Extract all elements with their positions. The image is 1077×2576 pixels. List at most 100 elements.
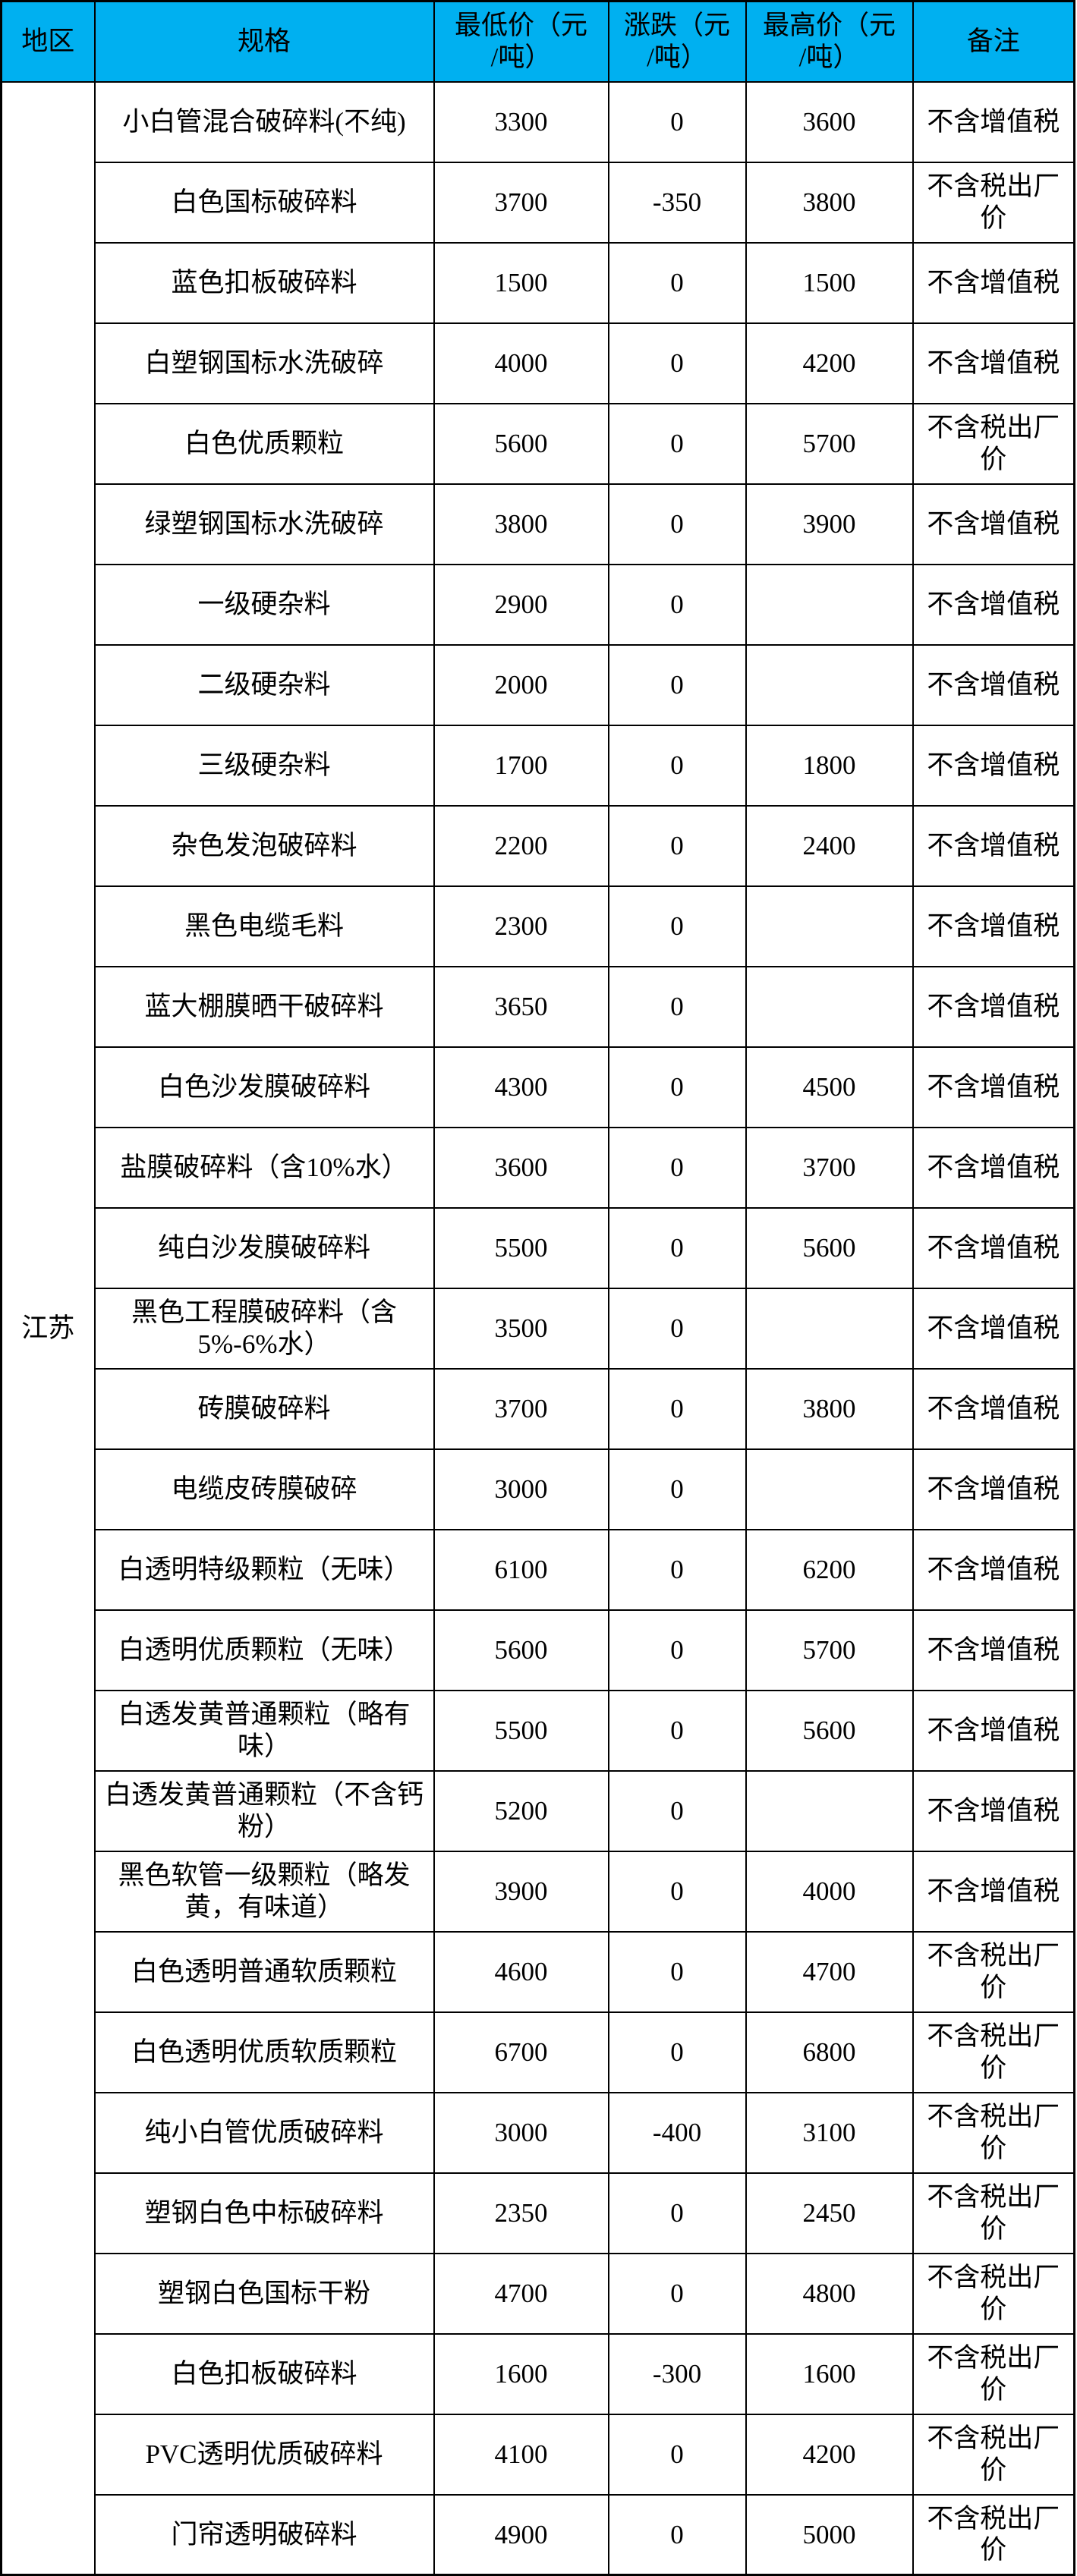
note-cell: 不含增值税 bbox=[912, 1850, 1075, 1933]
spec-cell: 白透发黄普通颗粒（不含钙粉） bbox=[93, 1769, 435, 1852]
spec-cell: 白色透明普通软质颗粒 bbox=[93, 1930, 435, 2013]
header-region: 地区 bbox=[0, 0, 96, 83]
min-price-cell: 2900 bbox=[433, 563, 609, 646]
table-row: 白塑钢国标水洗破碎 4000 0 4200 不含增值税 bbox=[2, 322, 1075, 404]
header-change: 涨跌（元 /吨） bbox=[607, 0, 747, 83]
spec-cell: 白色扣板破碎料 bbox=[93, 2332, 435, 2415]
table-row: PVC透明优质破碎料 4100 0 4200 不含税出厂价 bbox=[2, 2413, 1075, 2496]
table-row: 蓝色扣板破碎料 1500 0 1500 不含增值税 bbox=[2, 241, 1075, 324]
region-cell: 江苏 bbox=[0, 80, 96, 2576]
change-cell: 0 bbox=[607, 2011, 747, 2093]
table-row: 黑色软管一级颗粒（略发黄，有味道） 3900 0 4000 不含增值税 bbox=[2, 1850, 1075, 1933]
min-price-cell: 2350 bbox=[433, 2172, 609, 2254]
spec-cell: 白塑钢国标水洗破碎 bbox=[93, 322, 435, 404]
change-cell: 0 bbox=[607, 1367, 747, 1450]
min-price-cell: 5200 bbox=[433, 1769, 609, 1852]
table-row: 江苏 小白管混合破碎料(不纯) 3300 0 3600 不含增值税 bbox=[0, 80, 1075, 2576]
max-price-cell: 4700 bbox=[745, 1930, 914, 2013]
note-cell: 不含增值税 bbox=[912, 643, 1075, 726]
header-note: 备注 bbox=[912, 0, 1075, 83]
min-price-cell: 6700 bbox=[433, 2011, 609, 2093]
min-price-cell: 3700 bbox=[433, 161, 609, 244]
min-price-cell: 3000 bbox=[433, 1448, 609, 1530]
note-cell: 不含税出厂价 bbox=[912, 2493, 1075, 2576]
min-price-cell: 1700 bbox=[433, 724, 609, 807]
note-cell: 不含增值税 bbox=[912, 1609, 1075, 1691]
max-price-cell: 3900 bbox=[745, 483, 914, 565]
spec-cell: 砖膜破碎料 bbox=[93, 1367, 435, 1450]
table-row: 纯白沙发膜破碎料 5500 0 5600 不含增值税 bbox=[2, 1206, 1075, 1289]
max-price-cell: 4000 bbox=[745, 1850, 914, 1933]
change-cell: 0 bbox=[607, 724, 747, 807]
max-price-cell: 5600 bbox=[745, 1689, 914, 1772]
change-cell: 0 bbox=[607, 885, 747, 967]
min-price-cell: 3600 bbox=[433, 1126, 609, 1209]
note-cell: 不含税出厂价 bbox=[912, 2172, 1075, 2254]
max-price-cell: 4500 bbox=[745, 1046, 914, 1128]
min-price-cell: 4700 bbox=[433, 2252, 609, 2335]
change-cell: 0 bbox=[607, 804, 747, 887]
min-price-cell: 3300 bbox=[433, 80, 609, 163]
min-price-cell: 3800 bbox=[433, 483, 609, 565]
max-price-cell: 6200 bbox=[745, 1528, 914, 1611]
table-row: 白色沙发膜破碎料 4300 0 4500 不含增值税 bbox=[2, 1046, 1075, 1128]
min-price-cell: 3650 bbox=[433, 965, 609, 1048]
max-price-cell: 4200 bbox=[745, 2413, 914, 2496]
note-cell: 不含税出厂价 bbox=[912, 2252, 1075, 2335]
spec-cell: 蓝色扣板破碎料 bbox=[93, 241, 435, 324]
spec-cell: 盐膜破碎料（含10%水） bbox=[93, 1126, 435, 1209]
change-cell: 0 bbox=[607, 1287, 747, 1370]
min-price-cell: 5500 bbox=[433, 1206, 609, 1289]
max-price-cell: 2450 bbox=[745, 2172, 914, 2254]
note-cell: 不含增值税 bbox=[912, 885, 1075, 967]
spec-cell: 白色国标破碎料 bbox=[93, 161, 435, 244]
spec-cell: 电缆皮砖膜破碎 bbox=[93, 1448, 435, 1530]
change-cell: 0 bbox=[607, 1528, 747, 1611]
min-price-cell: 3000 bbox=[433, 2091, 609, 2174]
change-cell: 0 bbox=[607, 1126, 747, 1209]
spec-cell: 塑钢白色中标破碎料 bbox=[93, 2172, 435, 2254]
table-row: 砖膜破碎料 3700 0 3800 不含增值税 bbox=[2, 1367, 1075, 1450]
table-row: 白透发黄普通颗粒（略有味） 5500 0 5600 不含增值税 bbox=[2, 1689, 1075, 1772]
change-cell: 0 bbox=[607, 2252, 747, 2335]
change-cell: 0 bbox=[607, 1689, 747, 1772]
spec-cell: 白色优质颗粒 bbox=[93, 402, 435, 485]
max-price-cell: 3800 bbox=[745, 1367, 914, 1450]
spec-cell: 蓝大棚膜晒干破碎料 bbox=[93, 965, 435, 1048]
note-cell: 不含税出厂价 bbox=[912, 2413, 1075, 2496]
change-cell: 0 bbox=[607, 2172, 747, 2254]
header-spec: 规格 bbox=[93, 0, 435, 83]
note-cell: 不含增值税 bbox=[912, 1206, 1075, 1289]
max-price-cell bbox=[745, 1448, 914, 1530]
spec-cell: 白透发黄普通颗粒（略有味） bbox=[93, 1689, 435, 1772]
min-price-cell: 3700 bbox=[433, 1367, 609, 1450]
note-cell: 不含增值税 bbox=[912, 563, 1075, 646]
spec-cell: 杂色发泡破碎料 bbox=[93, 804, 435, 887]
table-row: 电缆皮砖膜破碎 3000 0 不含增值税 bbox=[2, 1448, 1075, 1530]
table-row: 白色优质颗粒 5600 0 5700 不含税出厂价 bbox=[2, 402, 1075, 485]
spec-cell: 三级硬杂料 bbox=[93, 724, 435, 807]
change-cell: 0 bbox=[607, 1206, 747, 1289]
note-cell: 不含税出厂价 bbox=[912, 161, 1075, 244]
change-cell: 0 bbox=[607, 1046, 747, 1128]
spec-cell: 纯白沙发膜破碎料 bbox=[93, 1206, 435, 1289]
max-price-cell: 3800 bbox=[745, 161, 914, 244]
note-cell: 不含税出厂价 bbox=[912, 402, 1075, 485]
header-min-price: 最低价（元 /吨） bbox=[433, 0, 609, 83]
spec-cell: 黑色工程膜破碎料（含5%-6%水） bbox=[93, 1287, 435, 1370]
change-cell: 0 bbox=[607, 643, 747, 726]
max-price-cell bbox=[745, 1287, 914, 1370]
max-price-cell: 1600 bbox=[745, 2332, 914, 2415]
table-row: 白色国标破碎料 3700 -350 3800 不含税出厂价 bbox=[2, 161, 1075, 244]
min-price-cell: 2200 bbox=[433, 804, 609, 887]
change-cell: 0 bbox=[607, 1448, 747, 1530]
note-cell: 不含增值税 bbox=[912, 724, 1075, 807]
min-price-cell: 5600 bbox=[433, 402, 609, 485]
max-price-cell: 3100 bbox=[745, 2091, 914, 2174]
min-price-cell: 3500 bbox=[433, 1287, 609, 1370]
table-row: 蓝大棚膜晒干破碎料 3650 0 不含增值税 bbox=[2, 965, 1075, 1048]
spec-cell: 白色沙发膜破碎料 bbox=[93, 1046, 435, 1128]
spec-cell: PVC透明优质破碎料 bbox=[93, 2413, 435, 2496]
note-cell: 不含税出厂价 bbox=[912, 2091, 1075, 2174]
